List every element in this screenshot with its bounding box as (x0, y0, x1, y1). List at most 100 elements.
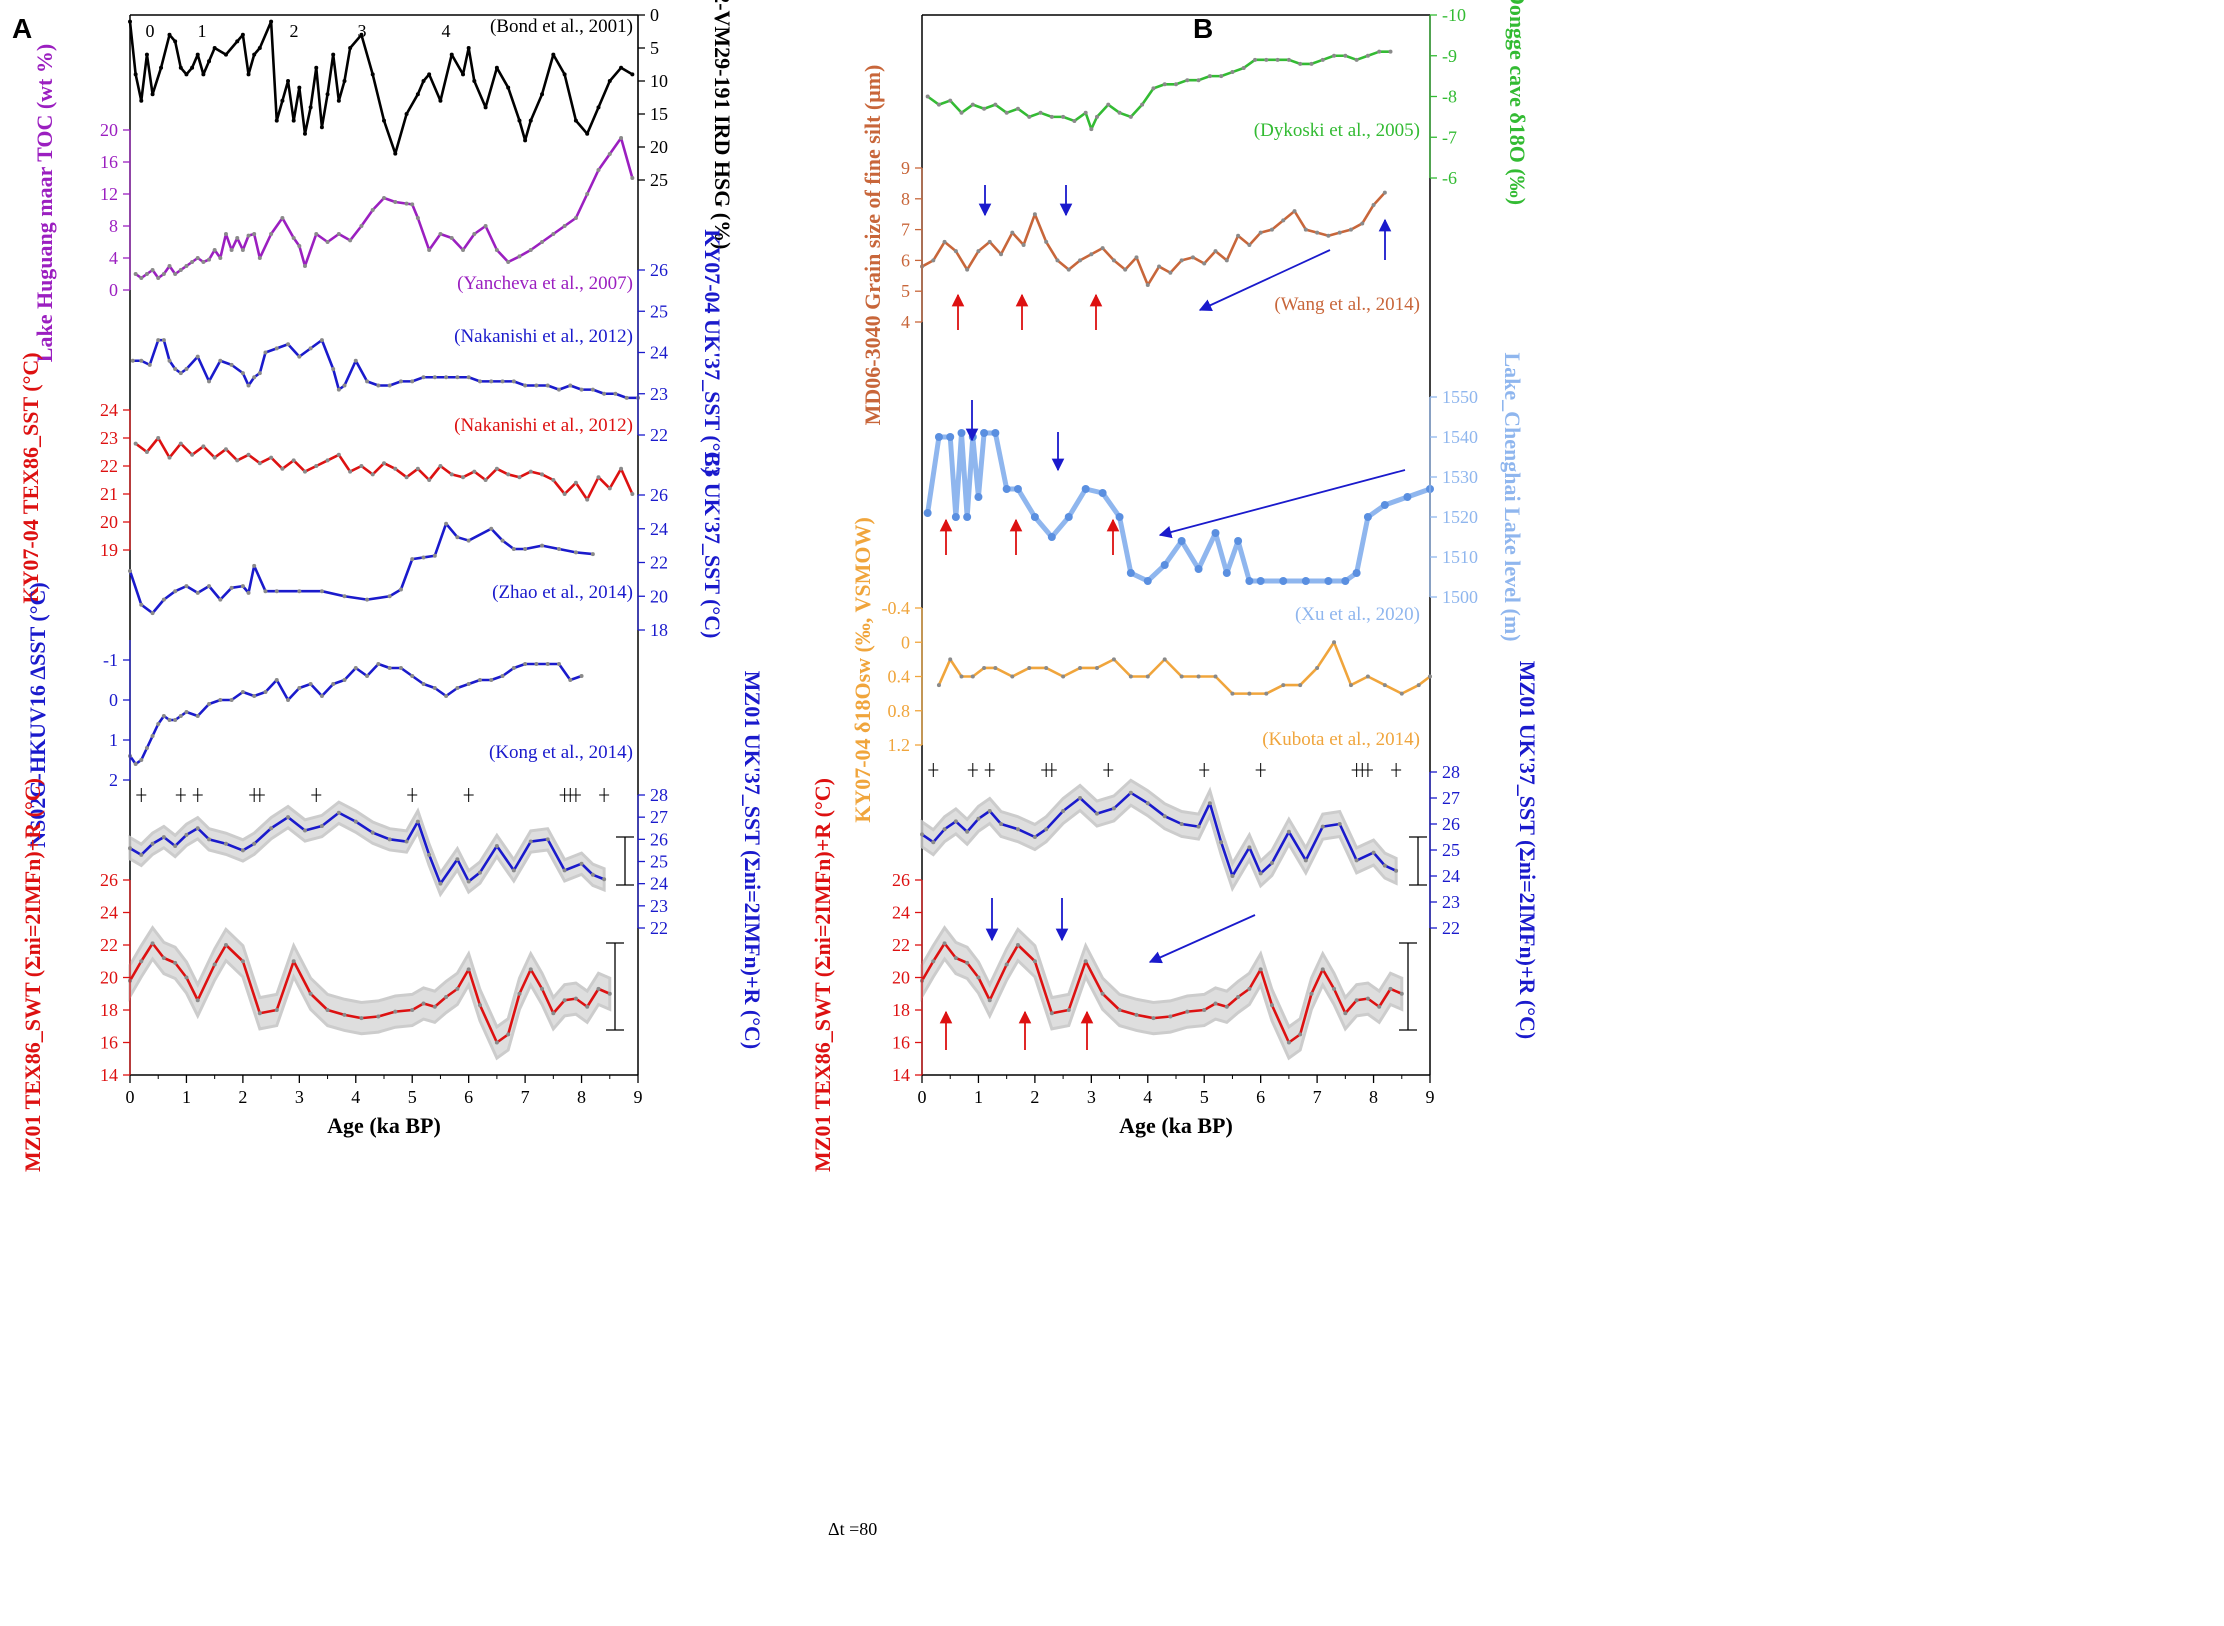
data-point (427, 248, 432, 252)
data-point (1416, 683, 1421, 688)
data-point (1213, 249, 1218, 254)
data-point (585, 192, 590, 196)
bond-event-label: 0 (146, 21, 155, 41)
data-point (1202, 261, 1207, 266)
data-point (556, 387, 561, 392)
y-tick-label: 16 (100, 152, 118, 172)
panel-label-b: B (1193, 13, 1213, 44)
y-tick-label: 14 (100, 1065, 118, 1085)
data-point (404, 201, 409, 206)
data-point (325, 240, 330, 244)
series-group: -1 0 1 2 NS02G-HKUV16 ΔSST (°C) (Kong et al.,… (25, 582, 633, 847)
y-axis-title: MZ01 UK'37_SST (Σni=2IMFn)+R (°C) (1515, 661, 1540, 1039)
data-point (161, 597, 166, 602)
series-group: 19 20 21 22 23 24 KY07-04 TEX86_SST (°C) (Nakan… (18, 352, 635, 604)
data-point (1111, 258, 1116, 263)
data-point (336, 98, 341, 103)
y-tick-label: 0 (650, 5, 659, 25)
data-point (263, 589, 268, 594)
y-tick-label: 12 (100, 184, 118, 204)
data-point (184, 72, 189, 77)
data-point (1151, 86, 1156, 91)
data-point (229, 248, 234, 252)
data-point (1269, 227, 1274, 232)
data-point (1365, 996, 1370, 1001)
data-point (314, 232, 319, 236)
data-point (1128, 790, 1133, 795)
data-point (291, 959, 296, 964)
y-tick-label: 18 (650, 620, 668, 640)
data-point (562, 868, 567, 873)
data-point (308, 991, 313, 996)
data-point (980, 429, 989, 437)
y-axis-title: KY07-04 δ18Osw (‰, VSMOW) (850, 517, 875, 823)
data-point (494, 1040, 499, 1045)
data-point (302, 469, 307, 474)
data-point (167, 32, 172, 37)
data-point (223, 232, 228, 236)
data-point (207, 257, 212, 262)
y-axis-title: Lake Huguang maar TOC (wt %) (32, 44, 57, 362)
data-point (1117, 110, 1122, 115)
data-point (596, 986, 601, 991)
data-point (353, 358, 358, 363)
data-point (551, 52, 556, 57)
data-point (1185, 78, 1190, 83)
x-tick-label: 2 (238, 1087, 247, 1107)
data-point (477, 678, 482, 682)
data-point (1269, 861, 1274, 865)
data-point (1343, 1011, 1348, 1016)
data-point (195, 354, 200, 359)
data-point (130, 358, 135, 363)
y-tick-label: 7 (901, 220, 910, 240)
data-point (1027, 114, 1032, 119)
data-point (286, 79, 291, 83)
data-point (1365, 674, 1370, 679)
data-point (274, 678, 279, 682)
data-point (540, 240, 545, 244)
x-tick-label: 7 (1313, 1087, 1322, 1107)
data-point (184, 584, 189, 589)
series-group: -0.4 0 0.4 0.8 1.2 KY07-04 δ18Osw (‰, VSMOW) (… (850, 517, 1432, 823)
data-point (1185, 1009, 1190, 1014)
data-point (1145, 283, 1150, 288)
data-point (263, 690, 268, 694)
data-point (573, 216, 578, 220)
data-point (178, 714, 183, 718)
y-tick-label: 23 (650, 896, 668, 916)
y-tick-label: 20 (100, 512, 118, 532)
y-tick-label: -10 (1442, 5, 1466, 25)
data-point (573, 996, 578, 1001)
x-tick-label: 3 (1087, 1087, 1096, 1107)
data-point (585, 131, 590, 136)
data-point (936, 683, 941, 688)
data-point (477, 1003, 482, 1008)
data-point (1106, 102, 1111, 107)
data-point (1382, 683, 1387, 688)
data-point (991, 429, 1000, 437)
data-point (1230, 70, 1235, 75)
series-group: 0 4 8 12 16 20 Lake Huguang maar TOC (wt %) (Ya… (32, 44, 635, 362)
data-point (607, 152, 612, 156)
data-point (540, 472, 545, 477)
data-point (246, 452, 251, 457)
y-axis-title: MZ01 UK'37_SST (Σni=2IMFn)+R (°C) (740, 671, 765, 1049)
y-tick-label: 26 (100, 870, 118, 890)
data-point (506, 260, 511, 264)
data-point (342, 594, 347, 599)
data-point (545, 837, 550, 842)
data-point (229, 698, 234, 702)
data-point (404, 112, 409, 116)
data-point (1002, 485, 1011, 493)
data-point (139, 959, 144, 964)
data-point (444, 995, 449, 999)
data-point (596, 168, 601, 172)
data-point (607, 991, 612, 996)
data-point (1279, 577, 1288, 585)
data-point (370, 72, 375, 77)
data-point (1348, 683, 1353, 688)
data-point (1134, 1012, 1139, 1017)
data-point (235, 39, 240, 44)
